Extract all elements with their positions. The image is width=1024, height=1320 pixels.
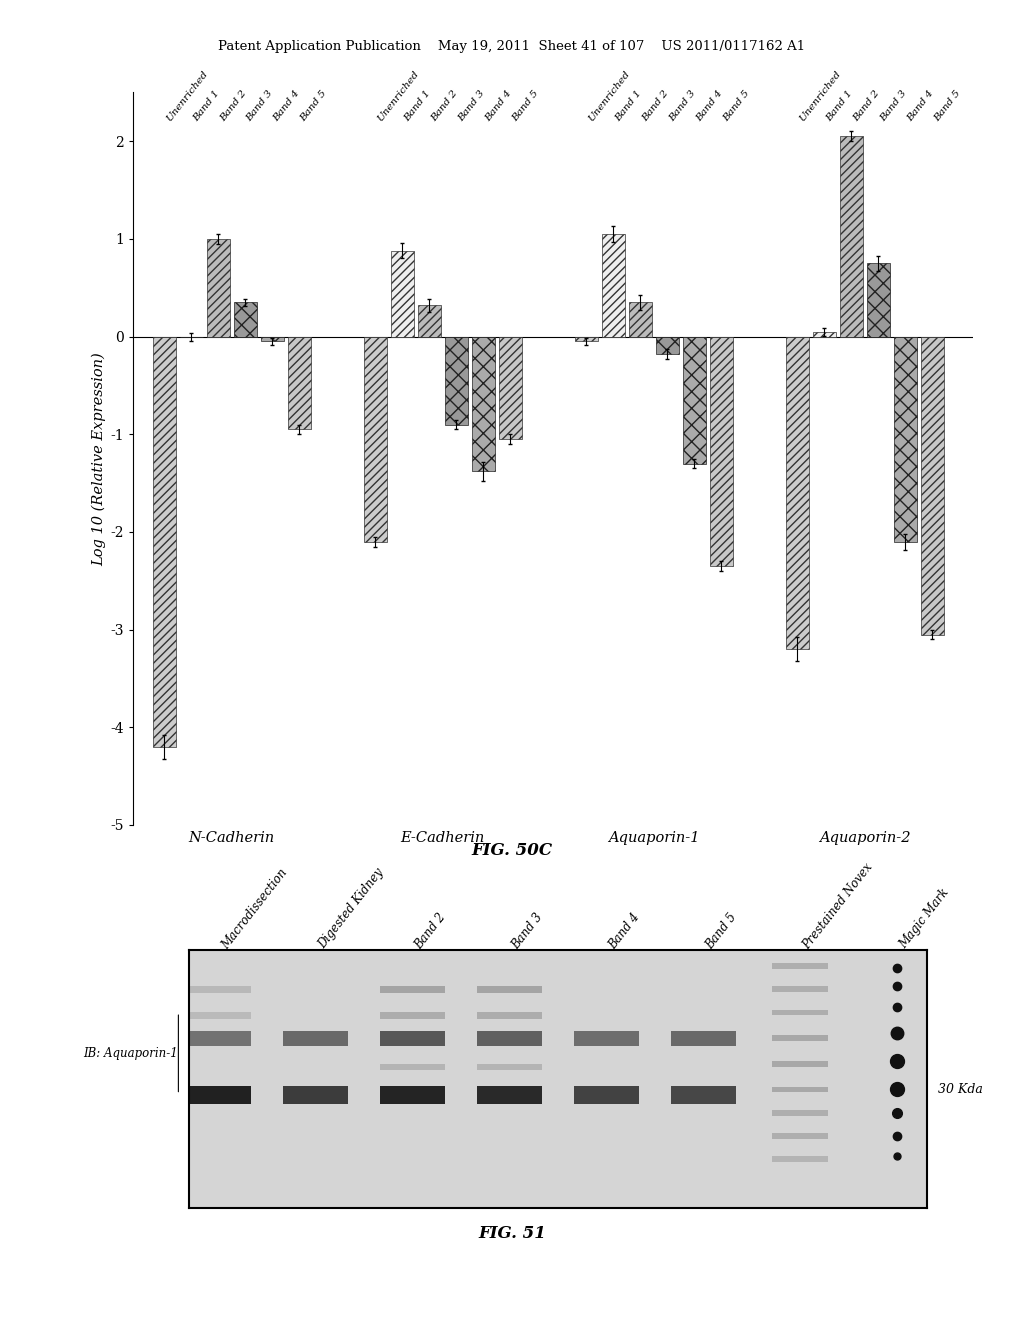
Text: 30 Kda: 30 Kda — [938, 1082, 983, 1096]
Bar — [671, 1086, 736, 1105]
Bar — [772, 1035, 828, 1041]
Text: Band 2: Band 2 — [218, 88, 248, 124]
Text: Band 4: Band 4 — [606, 911, 643, 952]
Text: Unenriched: Unenriched — [798, 70, 843, 124]
Bar — [477, 1012, 542, 1019]
Text: Band 3: Band 3 — [668, 88, 697, 124]
Text: Patent Application Publication    May 19, 2011  Sheet 41 of 107    US 2011/01171: Patent Application Publication May 19, 2… — [218, 40, 806, 53]
Bar — [921, 337, 944, 635]
Text: Unenriched: Unenriched — [375, 70, 420, 124]
Bar — [477, 986, 542, 993]
Bar — [574, 1086, 639, 1105]
Bar — [772, 964, 828, 969]
Text: Band 5: Band 5 — [510, 88, 540, 124]
Text: Band 2: Band 2 — [851, 88, 882, 124]
Text: Band 1: Band 1 — [402, 88, 432, 124]
Bar — [574, 1031, 639, 1045]
Text: Band 2: Band 2 — [413, 911, 449, 952]
Bar — [284, 1086, 348, 1105]
Text: Band 3: Band 3 — [457, 88, 486, 124]
Text: Band 5: Band 5 — [299, 88, 329, 124]
Text: FIG. 50C: FIG. 50C — [471, 842, 553, 859]
Text: Band 4: Band 4 — [272, 88, 302, 124]
Bar — [772, 1061, 828, 1067]
Bar — [444, 337, 468, 425]
Bar — [772, 986, 828, 993]
Bar — [683, 337, 706, 463]
Text: Band 3: Band 3 — [879, 88, 908, 124]
Bar — [772, 1110, 828, 1115]
Text: Band 3: Band 3 — [510, 911, 546, 952]
Text: Band 5: Band 5 — [721, 88, 751, 124]
Bar — [472, 337, 495, 471]
Bar — [207, 239, 229, 337]
Text: Band 2: Band 2 — [640, 88, 670, 124]
Text: Band 4: Band 4 — [694, 88, 724, 124]
Bar — [867, 263, 890, 337]
Text: Band 5: Band 5 — [703, 911, 739, 952]
Bar — [840, 136, 863, 337]
Bar — [710, 337, 733, 566]
Bar — [786, 337, 809, 649]
Bar — [391, 251, 414, 337]
Bar — [261, 337, 284, 342]
Bar — [380, 1086, 445, 1105]
Bar — [380, 986, 445, 993]
Bar — [602, 234, 625, 337]
Bar — [772, 1133, 828, 1139]
Bar — [477, 1064, 542, 1071]
Text: Band 3: Band 3 — [245, 88, 274, 124]
Text: Band 1: Band 1 — [191, 88, 221, 124]
Bar — [186, 986, 251, 993]
Text: Unenriched: Unenriched — [164, 70, 209, 124]
Bar — [380, 1031, 445, 1045]
Text: Unenriched: Unenriched — [587, 70, 632, 124]
Text: IB: Aquaporin-1: IB: Aquaporin-1 — [84, 1047, 178, 1060]
Text: FIG. 51: FIG. 51 — [478, 1225, 546, 1242]
Bar — [418, 305, 440, 337]
Bar — [477, 1031, 542, 1045]
Bar — [671, 1031, 736, 1045]
Text: Band 4: Band 4 — [483, 88, 513, 124]
Bar — [772, 1156, 828, 1162]
Bar — [233, 302, 257, 337]
Bar — [655, 337, 679, 354]
Bar — [477, 1086, 542, 1105]
Bar — [186, 1012, 251, 1019]
Text: Band 2: Band 2 — [429, 88, 459, 124]
Bar — [153, 337, 176, 747]
Text: Band 1: Band 1 — [824, 88, 854, 124]
Bar — [364, 337, 387, 541]
Text: Band 5: Band 5 — [932, 88, 963, 124]
Bar — [380, 1012, 445, 1019]
Bar — [380, 1064, 445, 1071]
Bar — [574, 337, 598, 342]
Bar — [772, 1010, 828, 1015]
Text: Band 4: Band 4 — [905, 88, 935, 124]
Bar — [186, 1031, 251, 1045]
Bar — [894, 337, 916, 541]
Bar — [186, 1086, 251, 1105]
Y-axis label: Log 10 (Relative Expression): Log 10 (Relative Expression) — [92, 352, 106, 565]
Text: Macrodissection: Macrodissection — [219, 866, 290, 952]
Text: Digested Kidney: Digested Kidney — [315, 866, 386, 952]
Bar — [629, 302, 652, 337]
Bar — [499, 337, 521, 440]
Bar — [288, 337, 310, 429]
Text: Band 1: Band 1 — [613, 88, 643, 124]
Bar — [813, 331, 836, 337]
Text: Magic Mark: Magic Mark — [897, 886, 952, 952]
Text: Prestained Novex: Prestained Novex — [801, 861, 876, 952]
Bar — [772, 1086, 828, 1093]
Bar — [284, 1031, 348, 1045]
